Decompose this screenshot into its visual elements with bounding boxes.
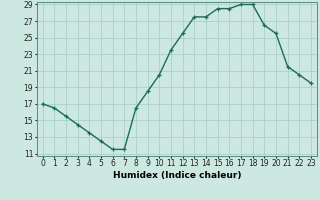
X-axis label: Humidex (Indice chaleur): Humidex (Indice chaleur) [113,171,241,180]
